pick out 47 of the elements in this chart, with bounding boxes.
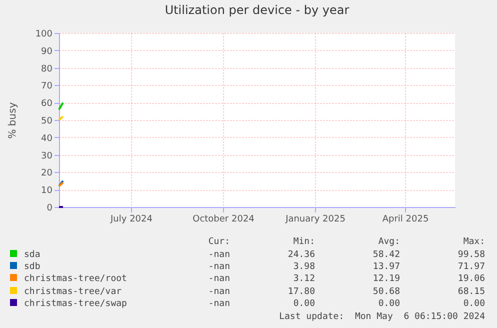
x-tick-label: July 2024: [110, 214, 153, 224]
text: 0.00: [462, 298, 485, 310]
text: Max:: [462, 236, 485, 248]
x-tick-label: January 2025: [284, 214, 346, 224]
text: Last update: Mon May 6 06:15:00 2024: [278, 310, 485, 323]
y-tick-label: 80: [41, 64, 53, 74]
chart-title: Utilization per device - by year: [164, 3, 350, 17]
text: -nan: [207, 260, 230, 274]
text: 17.80: [286, 286, 315, 298]
text: -nan: [207, 273, 230, 286]
text: -nan: [207, 248, 230, 261]
y-tick-label: 40: [41, 134, 53, 144]
text: Avg:: [377, 236, 400, 248]
x-tick-label: October 2024: [192, 214, 255, 224]
y-tick-label: 0: [46, 204, 53, 214]
y-tick-label: 70: [41, 82, 53, 92]
x-tick-label: April 2025: [382, 214, 429, 224]
text: 3.12: [292, 273, 315, 286]
y-tick-label: 10: [41, 186, 53, 196]
text: 0.00: [377, 298, 400, 310]
legend-label: sda: [23, 248, 42, 261]
text: 13.97: [372, 260, 400, 274]
text: 24.36: [286, 248, 315, 261]
legend-label: christmas-tree/swap: [23, 298, 128, 310]
text: 58.42: [372, 248, 400, 261]
text: 68.15: [456, 286, 485, 298]
text: 71.97: [456, 260, 485, 274]
text: 0.00: [292, 298, 315, 310]
text: -nan: [207, 286, 230, 298]
text: 12.19: [372, 273, 400, 286]
y-tick-label: 100: [35, 30, 53, 40]
y-tick-label: 90: [41, 46, 53, 57]
text: 19.06: [456, 273, 485, 286]
y-tick-label: 60: [41, 99, 53, 110]
legend-label: christmas-tree/var: [23, 286, 123, 298]
y-axis-title: % busy: [7, 102, 18, 139]
text: -nan: [207, 298, 230, 310]
y-tick-label: 20: [41, 168, 53, 179]
legend-label: sdb: [23, 260, 42, 274]
text: 99.58: [456, 248, 485, 261]
y-tick-label: 50: [41, 116, 53, 126]
text: Cur:: [207, 236, 230, 248]
y-tick-label: 30: [41, 151, 53, 162]
text: 50.68: [372, 286, 400, 298]
text: 3.98: [292, 260, 315, 274]
legend-label: christmas-tree/root: [23, 273, 128, 286]
text: Min:: [292, 236, 315, 248]
